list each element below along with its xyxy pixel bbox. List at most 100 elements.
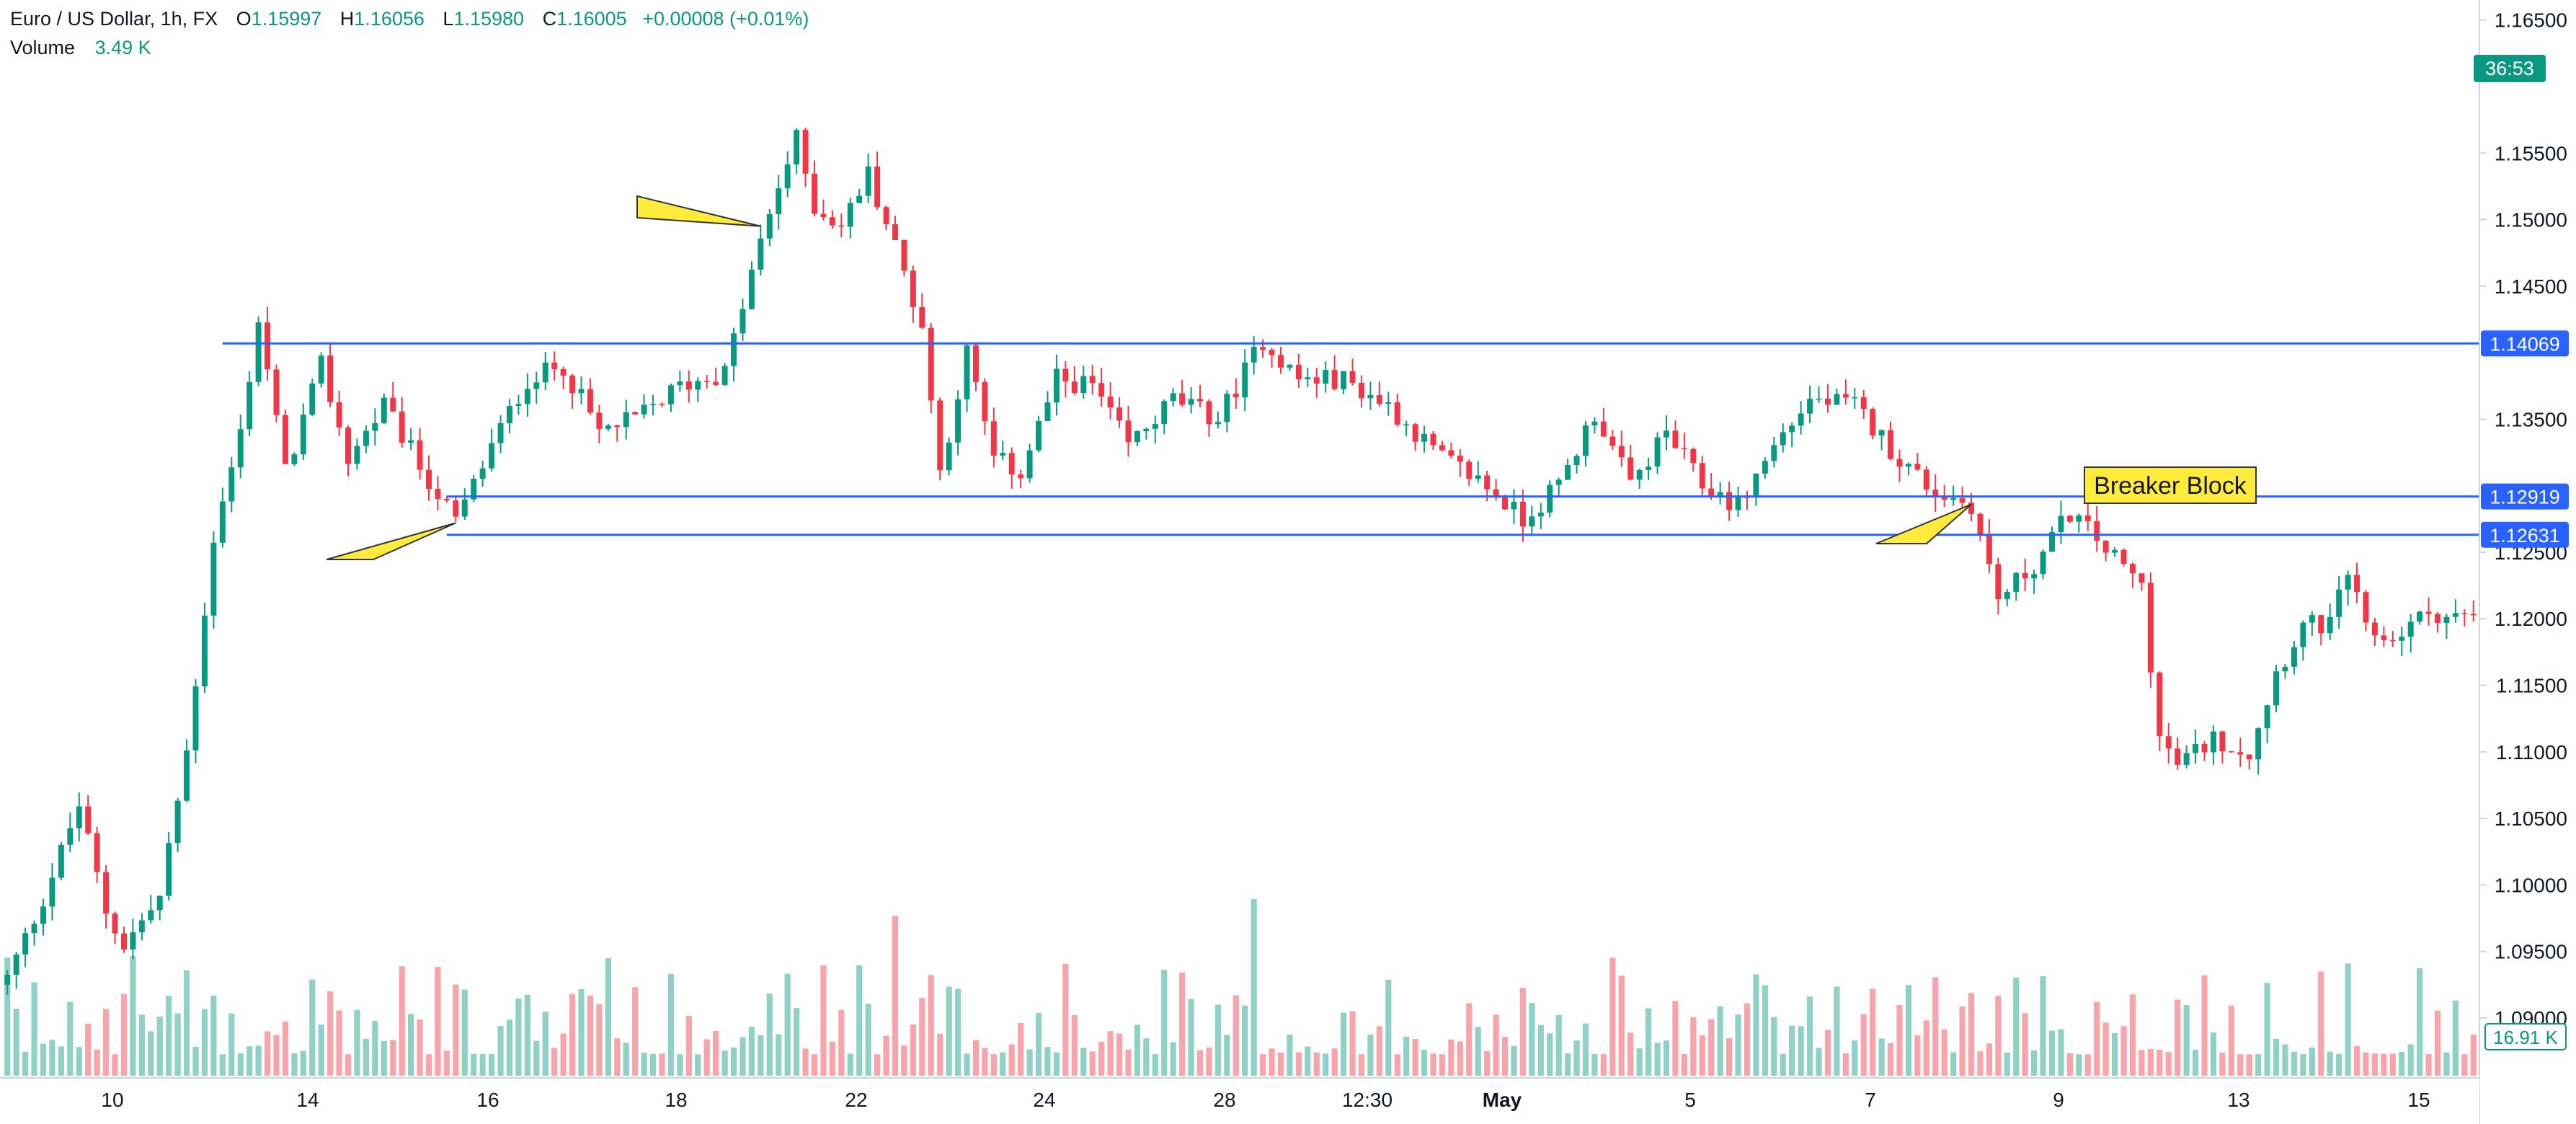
callout-text: شکست اوردر بلاک	[0, 0, 45, 4]
volume-bar	[1771, 1017, 1777, 1076]
volume-bar	[1161, 970, 1168, 1076]
volume-bar	[1941, 1029, 1947, 1076]
volume-bar	[641, 1053, 647, 1076]
volume-bar	[1609, 957, 1616, 1076]
volume-bar	[1080, 1048, 1087, 1076]
candle-body	[2076, 515, 2082, 522]
volume-bar	[1439, 1054, 1446, 1076]
candle-body	[659, 404, 665, 405]
volume-badge-label: 16.91 K	[2493, 1027, 2558, 1048]
volume-bar	[2291, 1051, 2298, 1076]
volume-bar	[667, 973, 675, 1076]
candle-body	[1466, 461, 1473, 479]
candle-body	[1376, 394, 1382, 404]
volume-bar	[1134, 1025, 1141, 1076]
time-tick-label: 16	[476, 1089, 499, 1111]
symbol-title: Euro / US Dollar, 1h, FX	[10, 8, 218, 30]
volume-bar	[982, 1048, 988, 1076]
volume-bar	[497, 1025, 504, 1076]
candle-body	[4, 974, 11, 985]
candle-body	[1089, 376, 1096, 384]
candle-body	[928, 327, 934, 401]
candle-body	[435, 489, 441, 499]
volume-bar	[273, 1035, 280, 1076]
candle-body	[865, 167, 871, 196]
volume-bar	[336, 1010, 342, 1076]
volume-bar	[1000, 1052, 1006, 1076]
candle-body	[1860, 397, 1867, 410]
candle-body	[1412, 424, 1418, 442]
candle-body	[408, 440, 414, 443]
volume-bar	[2407, 1044, 2414, 1076]
time-tick-label: 7	[1865, 1089, 1876, 1111]
candle-body	[345, 427, 351, 464]
callout-pointer	[326, 522, 456, 560]
callout-text: شکست نافرجام	[0, 0, 39, 4]
candle-body	[2031, 574, 2038, 579]
price-tick-label: 1.15500	[2495, 142, 2567, 164]
candle-body	[506, 406, 512, 423]
candle-body	[1323, 370, 1329, 384]
candle-body	[1995, 564, 2002, 600]
volume-bar	[695, 1054, 701, 1076]
candle-body	[2165, 736, 2172, 749]
volume-bar	[372, 1020, 378, 1076]
candle-body	[2461, 613, 2468, 614]
volume-bar	[219, 1054, 226, 1076]
candle-body	[946, 442, 952, 471]
candle-body	[1403, 424, 1410, 425]
volume-bar	[1457, 1041, 1463, 1076]
candle-body	[1116, 407, 1123, 421]
candle-body	[1242, 362, 1248, 398]
candle-body	[1941, 497, 1947, 500]
volume-bar	[677, 1054, 683, 1076]
candle-body	[721, 366, 728, 385]
price-tick-label: 1.09500	[2495, 941, 2567, 963]
candle-body	[677, 381, 683, 386]
volume-bar	[1287, 1035, 1293, 1076]
candle-body	[632, 412, 639, 415]
candle-body	[1251, 347, 1257, 363]
volume-bar	[1196, 1050, 1204, 1076]
candle-body	[667, 385, 674, 404]
candle-body	[1107, 397, 1114, 408]
volume-bar	[2129, 994, 2136, 1076]
volume-bar	[1547, 1033, 1553, 1076]
candle-body	[2309, 615, 2315, 623]
callout-pointer	[636, 195, 761, 227]
volume-bar	[228, 1013, 235, 1076]
candle-body	[2066, 515, 2073, 522]
candle-body	[1636, 469, 1643, 480]
candle-body	[2157, 672, 2163, 737]
volume-bar	[94, 1049, 100, 1076]
volume-bar	[425, 1054, 432, 1076]
candle-body	[417, 440, 423, 470]
candle-body	[1780, 432, 1786, 446]
volume-bar	[1627, 1032, 1634, 1076]
volume-bar	[1860, 1014, 1867, 1076]
candle-body	[1896, 459, 1903, 467]
undefined: Order Block	[0, 0, 456, 560]
volume-bar	[363, 1038, 370, 1076]
candle-body	[76, 806, 82, 828]
volume-bar	[2264, 983, 2270, 1076]
candle-body	[1134, 431, 1140, 443]
volume-bar	[2371, 1053, 2379, 1076]
candle-body	[2470, 614, 2477, 616]
candle-body	[453, 500, 459, 517]
candle-body	[1305, 377, 1311, 380]
candle-body	[265, 322, 271, 370]
candle-body	[2084, 515, 2091, 521]
volume-label: Volume	[10, 37, 76, 58]
volume-bar	[1529, 1003, 1535, 1076]
volume-bar	[1511, 1045, 1517, 1076]
volume-bar	[1313, 1052, 1320, 1076]
volume-bar	[2058, 1029, 2064, 1076]
candle-body	[31, 924, 37, 934]
candle-body	[1349, 371, 1356, 383]
candle-body	[1986, 534, 1992, 565]
volume-bar	[2309, 1047, 2315, 1076]
candle-body	[2282, 666, 2288, 672]
